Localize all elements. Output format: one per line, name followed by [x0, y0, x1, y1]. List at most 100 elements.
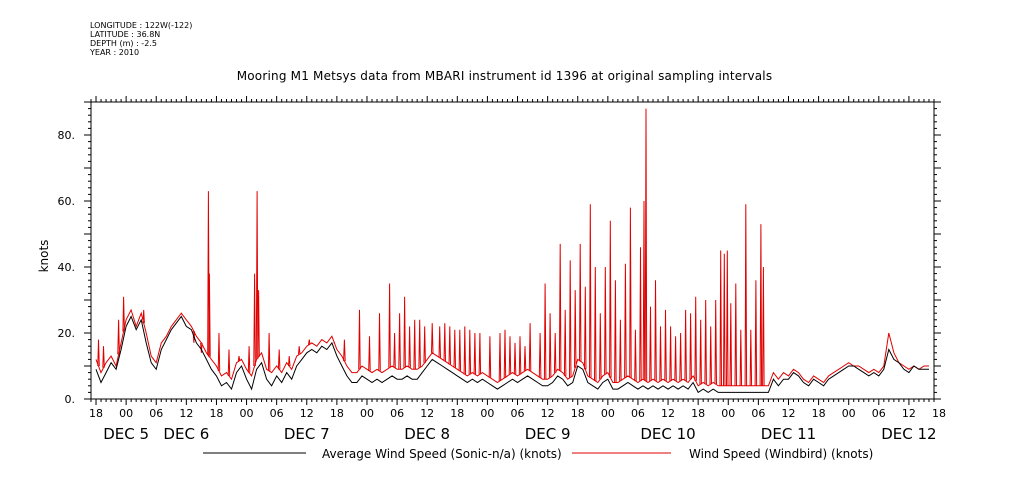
windbird-spike [102, 346, 105, 368]
day-label: DEC 8 [404, 425, 450, 443]
windbird-spike [723, 253, 726, 386]
windbird-spike [257, 290, 260, 357]
average-line [95, 315, 929, 394]
hour-tick-label: 12 [541, 407, 555, 420]
windbird-spike [343, 339, 346, 362]
windbird-spike [277, 349, 281, 370]
windbird-spike [699, 319, 702, 385]
windbird-spike [122, 296, 125, 332]
windbird-spike [754, 280, 758, 386]
hour-tick-label: 12 [781, 407, 795, 420]
hour-tick-label: 00 [240, 407, 254, 420]
depth-text: DEPTH (m) : -2.5 [90, 39, 157, 48]
hour-tick-label: 00 [360, 407, 374, 420]
windbird-spike [714, 299, 717, 385]
hour-tick-label: 06 [270, 407, 284, 420]
windbird-spike [288, 356, 291, 367]
windbird-spike [689, 313, 692, 380]
windbird-spike [298, 346, 301, 355]
windbird-spike [749, 329, 753, 386]
hour-tick-label: 06 [872, 407, 886, 420]
day-label: DEC 7 [284, 425, 330, 443]
windbird-spike [358, 309, 361, 370]
windbird-spike [431, 323, 434, 353]
windbird-spike [614, 280, 617, 383]
windbird-spike [518, 336, 522, 375]
windbird-spike [642, 200, 646, 380]
hour-tick-label: 18 [812, 407, 826, 420]
hour-tick-label: 12 [902, 407, 916, 420]
legend-average-label: Average Wind Speed (Sonic-n/a) (knots) [322, 447, 562, 461]
axis-ticks [84, 96, 941, 405]
windbird-spike [739, 329, 743, 386]
windbird-spike [553, 332, 557, 373]
windbird-spike [453, 329, 456, 368]
windbird-line [95, 308, 929, 387]
windbird-spike [563, 309, 567, 376]
windbird-spike [503, 329, 507, 378]
windbird-spike [709, 326, 712, 385]
average-series [95, 315, 929, 394]
windbird-spike [694, 296, 697, 381]
windbird-spike [734, 283, 737, 386]
windbird-spike [267, 332, 271, 371]
windbird-spike [523, 346, 527, 371]
legend: Average Wind Speed (Sonic-n/a) (knots) W… [203, 447, 873, 461]
windbird-spike [463, 326, 467, 375]
windbird-spike [639, 247, 642, 381]
hour-tick-label: 00 [721, 407, 735, 420]
windbird-spike [654, 280, 657, 381]
y-tick-label: 40. [58, 261, 76, 274]
windbird-spike [393, 332, 396, 368]
windbird-spike [227, 349, 231, 376]
windbird-spike [548, 313, 552, 378]
windbird-spike [538, 332, 542, 378]
y-tick-label: 0. [65, 393, 76, 406]
hour-tick-label: 06 [149, 407, 163, 420]
windbird-spike [200, 342, 203, 353]
hour-tick-label: 18 [932, 407, 946, 420]
windbird-spike [599, 313, 602, 380]
windbird-spike [458, 329, 462, 371]
windbird-spike [247, 346, 251, 373]
windbird-spike [624, 263, 627, 378]
windbird-spike [679, 332, 682, 381]
windbird-spike [142, 309, 145, 324]
windbird-spike [398, 313, 401, 370]
windbird-spike [744, 204, 748, 386]
windbird-spike [589, 204, 592, 378]
windbird-spike [403, 296, 406, 368]
y-tick-label: 60. [58, 195, 76, 208]
hour-tick-label: 00 [842, 407, 856, 420]
hour-tick-label: 18 [691, 407, 705, 420]
day-label: DEC 9 [525, 425, 571, 443]
y-tick-label: 80. [58, 129, 76, 142]
windbird-spike [208, 273, 211, 357]
hour-tick-label: 18 [571, 407, 585, 420]
windbird-spike [413, 319, 416, 370]
windbird-spike [255, 191, 259, 359]
windbird-spike [378, 313, 381, 371]
latitude-text: LATITUDE : 36.8N [90, 30, 161, 39]
hour-tick-label: 12 [661, 407, 675, 420]
windbird-spike [468, 329, 472, 375]
windbird-spike [498, 332, 502, 381]
windbird-spike [443, 323, 446, 362]
windbird-spike [762, 266, 765, 386]
day-label: DEC 5 [103, 425, 149, 443]
windbird-spike [423, 326, 426, 363]
windbird-spike [473, 332, 477, 375]
windbird-spike [408, 326, 411, 368]
windbird-spike [97, 339, 100, 367]
windbird-spike [448, 326, 451, 365]
windbird-spike [217, 332, 221, 371]
hour-tick-label: 18 [89, 407, 103, 420]
windbird-spike [528, 323, 532, 371]
windbird-spike [543, 283, 547, 380]
windbird-spike [579, 243, 582, 362]
windbird-spike [478, 332, 482, 375]
chart-title: Mooring M1 Metsys data from MBARI instru… [236, 69, 773, 83]
windbird-spike [664, 309, 667, 381]
windbird-spike [629, 207, 632, 378]
